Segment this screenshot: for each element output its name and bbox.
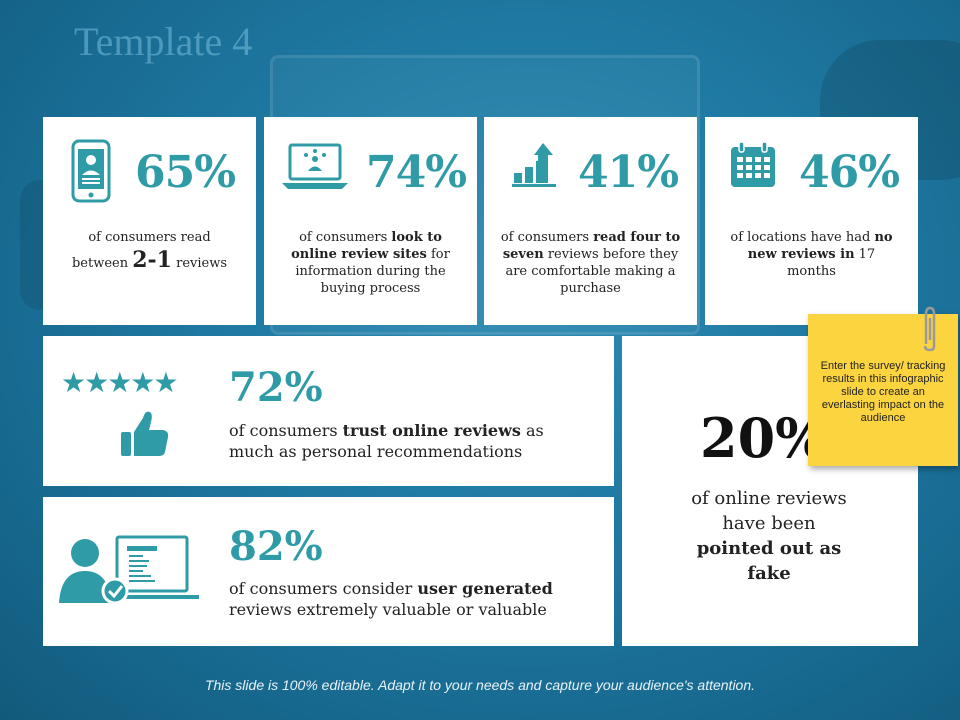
- stat-description: of locations have had no new reviews in …: [730, 230, 893, 279]
- user-generated-card: 82% of consumers consider user generated…: [43, 497, 614, 646]
- thumbs-up-icon: [121, 411, 169, 456]
- stat-description: of consumers read between 2-1 reviews: [71, 230, 228, 273]
- slide-title: Template 4: [74, 19, 253, 64]
- stat-card-46: 46% of locations have had no new reviews…: [705, 117, 918, 325]
- stat-description: of consumers read four to seven reviews …: [500, 230, 681, 296]
- stat-card-74: 74% of consumers look to online review s…: [264, 117, 477, 325]
- stat-percent: 46%: [799, 147, 900, 198]
- stat-percent: 74%: [366, 147, 467, 198]
- sticky-note-text: Enter the survey/ tracking results in th…: [820, 360, 946, 424]
- trust-description: of consumers trust online reviews as muc…: [229, 421, 544, 461]
- stat-card-65: 65% of consumers read between 2-1 review…: [43, 117, 256, 325]
- calendar-icon: [731, 141, 775, 187]
- stat-percent: 41%: [578, 147, 679, 198]
- stat-description: of consumers look to online review sites…: [291, 230, 450, 296]
- user-generated-percent: 82%: [229, 523, 323, 570]
- stat-percent: 65%: [135, 147, 236, 198]
- stat-card-41: 41% of consumers read four to seven revi…: [484, 117, 697, 325]
- laptop-network-icon: [282, 143, 348, 189]
- trust-percent: 72%: [229, 364, 323, 411]
- user-generated-description: of consumers consider user generated rev…: [229, 579, 553, 619]
- paper-clip-icon: [923, 306, 936, 352]
- user-screen-check-icon: [59, 535, 199, 605]
- fake-description: of online reviews have been pointed out …: [691, 488, 847, 584]
- growth-chart-icon: [512, 143, 556, 187]
- footer-caption: This slide is 100% editable. Adapt it to…: [204, 677, 756, 693]
- fake-percent: 20%: [700, 406, 827, 470]
- five-stars-icon: ★★★★★: [61, 366, 179, 399]
- smartphone-user-icon: [71, 139, 111, 203]
- trust-card: ★★★★★ 72% of consumers trust online revi…: [43, 336, 614, 486]
